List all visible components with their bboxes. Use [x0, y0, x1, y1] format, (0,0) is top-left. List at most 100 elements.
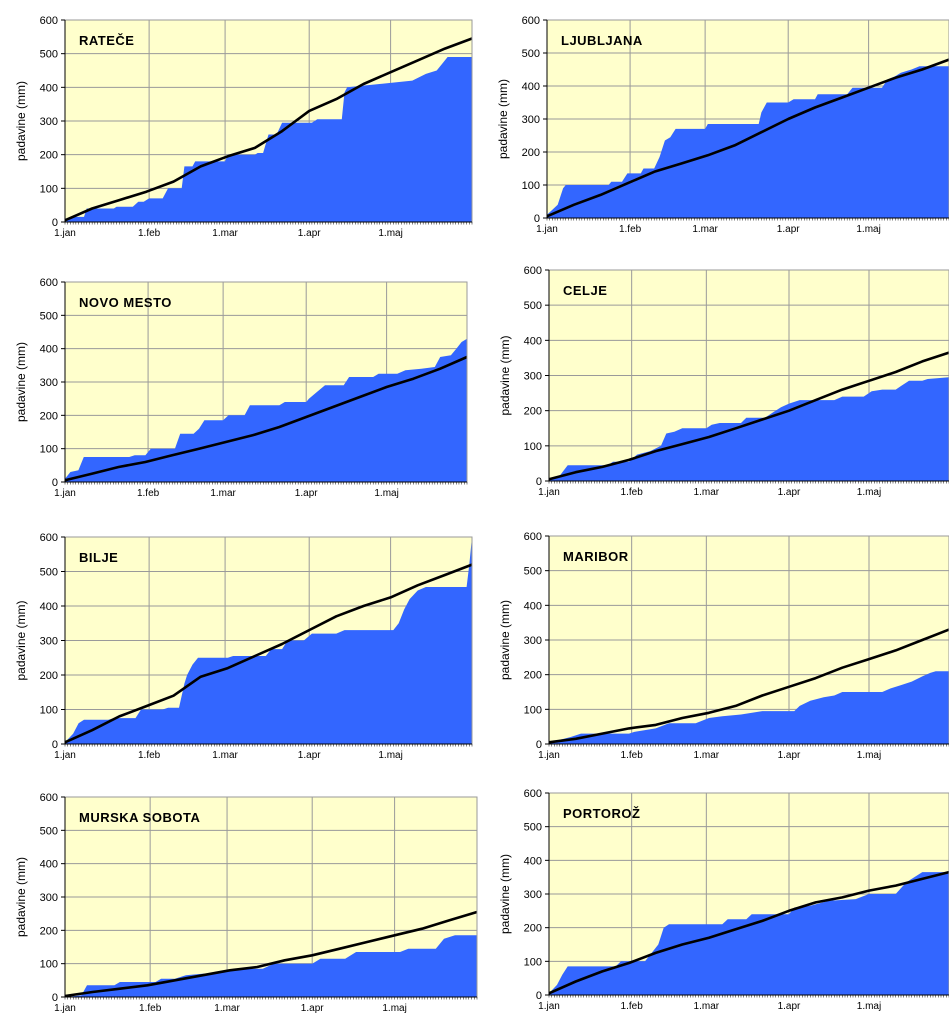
y-tick-label: 300: [522, 114, 540, 126]
y-tick-label: 200: [524, 923, 542, 935]
precipitation-area: [549, 872, 949, 995]
x-tick-label: 1.jan: [538, 487, 560, 498]
chart-panel: 0 100 200 300 400 500 600 1.jan 1.feb 1.mar 1.apr 1…: [487, 530, 949, 766]
y-tick-label: 100: [524, 956, 542, 968]
y-tick-label: 200: [524, 406, 542, 418]
chart-panel: 0 100 200 300 400 500 600 1.jan 1.feb 1.mar 1.apr 1…: [3, 14, 474, 244]
chart-panel: 0 100 200 300 400 500 600 1.jan 1.feb 1.mar 1.apr 1…: [487, 264, 949, 503]
x-tick-label: 1.feb: [138, 228, 161, 239]
chart-title: MURSKA SOBOTA: [79, 810, 200, 825]
y-tick-label: 400: [40, 344, 58, 356]
y-tick-label: 600: [40, 15, 58, 27]
y-tick-label: 0: [534, 213, 540, 225]
chart-title: MARIBOR: [563, 549, 629, 564]
chart-title: NOVO MESTO: [79, 295, 172, 310]
chart-panel: 0 100 200 300 400 500 600 1.jan 1.feb 1.mar 1.apr 1…: [3, 791, 479, 1019]
y-tick-label: 0: [52, 992, 58, 1004]
x-tick-label: 1.maj: [857, 487, 881, 498]
chart-svg: 0 100 200 300 400 500 600 1.jan 1.feb 1.mar 1.apr 1…: [14, 15, 473, 239]
x-tick-label: 1.apr: [298, 228, 321, 239]
y-tick-label: 100: [522, 180, 540, 192]
y-tick-label: 400: [40, 859, 58, 871]
y-tick-label: 400: [40, 82, 58, 94]
x-tick-label: 1.mar: [694, 750, 720, 761]
y-tick-label: 0: [536, 739, 542, 751]
y-tick-label: 400: [524, 855, 542, 867]
x-tick-label: 1.apr: [778, 487, 801, 498]
x-tick-label: 1.jan: [538, 750, 560, 761]
y-tick-label: 100: [40, 959, 58, 971]
y-tick-label: 400: [524, 600, 542, 612]
y-tick-label: 500: [40, 567, 58, 579]
y-axis-label: padavine (mm): [14, 857, 28, 937]
y-axis-label: padavine (mm): [498, 600, 512, 680]
x-tick-label: 1.mar: [694, 1001, 720, 1012]
precipitation-area: [549, 671, 949, 744]
average-line: [64, 355, 468, 482]
chart-svg: 0 100 200 300 400 500 600 1.jan 1.feb 1.mar 1.apr 1…: [14, 277, 468, 499]
y-tick-label: 200: [40, 670, 58, 682]
y-tick-label: 600: [522, 15, 540, 27]
y-axis-label: padavine (mm): [14, 81, 28, 161]
y-tick-label: 200: [524, 670, 542, 682]
y-tick-label: 500: [524, 300, 542, 312]
y-tick-label: 600: [40, 792, 58, 804]
y-tick-label: 100: [40, 444, 58, 456]
y-tick-label: 500: [40, 825, 58, 837]
x-tick-label: 1.jan: [54, 750, 76, 761]
x-tick-label: 1.mar: [210, 488, 236, 499]
x-tick-label: 1.apr: [298, 750, 321, 761]
average-line: [546, 58, 949, 218]
chart-svg: 0 100 200 300 400 500 600 1.jan 1.feb 1.mar 1.apr 1…: [14, 792, 478, 1014]
y-axis-label: padavine (mm): [498, 854, 512, 934]
y-tick-label: 100: [524, 441, 542, 453]
y-tick-label: 300: [524, 635, 542, 647]
x-tick-label: 1.feb: [619, 224, 642, 235]
y-tick-label: 400: [40, 601, 58, 613]
y-tick-label: 0: [536, 990, 542, 1002]
x-tick-label: 1.maj: [374, 488, 398, 499]
y-tick-label: 500: [40, 49, 58, 61]
x-tick-label: 1.maj: [382, 1003, 406, 1014]
y-tick-label: 500: [524, 566, 542, 578]
x-tick-label: 1.maj: [378, 750, 402, 761]
average-line: [548, 351, 949, 481]
precipitation-area: [549, 377, 949, 481]
x-tick-label: 1.apr: [777, 224, 800, 235]
y-tick-label: 200: [40, 410, 58, 422]
chart-panel: 0 100 200 300 400 500 600 1.jan 1.feb 1.mar 1.apr 1…: [3, 531, 474, 766]
y-tick-label: 0: [536, 476, 542, 488]
y-tick-label: 200: [40, 925, 58, 937]
y-tick-label: 500: [40, 310, 58, 322]
average-line: [548, 628, 949, 744]
y-tick-label: 600: [524, 788, 542, 800]
chart-title: CELJE: [563, 283, 607, 298]
y-tick-label: 300: [40, 636, 58, 648]
x-tick-label: 1.maj: [857, 1001, 881, 1012]
chart-svg: 0 100 200 300 400 500 600 1.jan 1.feb 1.mar 1.apr 1…: [498, 788, 949, 1012]
y-tick-label: 400: [524, 335, 542, 347]
x-tick-label: 1.maj: [856, 224, 880, 235]
y-tick-label: 500: [524, 822, 542, 834]
x-tick-label: 1.mar: [214, 1003, 240, 1014]
x-tick-label: 1.feb: [621, 487, 644, 498]
x-tick-label: 1.feb: [138, 750, 161, 761]
y-tick-label: 600: [40, 277, 58, 289]
average-line: [64, 910, 478, 998]
chart-panel: 0 100 200 300 400 500 600 1.jan 1.feb 1.mar 1.apr 1…: [485, 14, 949, 240]
x-tick-label: 1.jan: [538, 1001, 560, 1012]
chart-panel: 0 100 200 300 400 500 600 1.jan 1.feb 1.mar 1.apr 1…: [3, 276, 469, 504]
x-tick-label: 1.feb: [621, 750, 644, 761]
y-tick-label: 200: [522, 147, 540, 159]
y-tick-label: 300: [40, 892, 58, 904]
x-tick-label: 1.mar: [692, 224, 718, 235]
precipitation-area: [65, 537, 472, 744]
y-axis-label: padavine (mm): [496, 79, 510, 159]
chart-svg: 0 100 200 300 400 500 600 1.jan 1.feb 1.mar 1.apr 1…: [498, 531, 949, 761]
x-tick-label: 1.mar: [212, 750, 238, 761]
y-tick-label: 0: [52, 477, 58, 489]
x-tick-label: 1.apr: [778, 1001, 801, 1012]
average-line: [64, 563, 473, 744]
x-tick-label: 1.jan: [54, 488, 76, 499]
chart-title: RATEČE: [79, 33, 134, 48]
